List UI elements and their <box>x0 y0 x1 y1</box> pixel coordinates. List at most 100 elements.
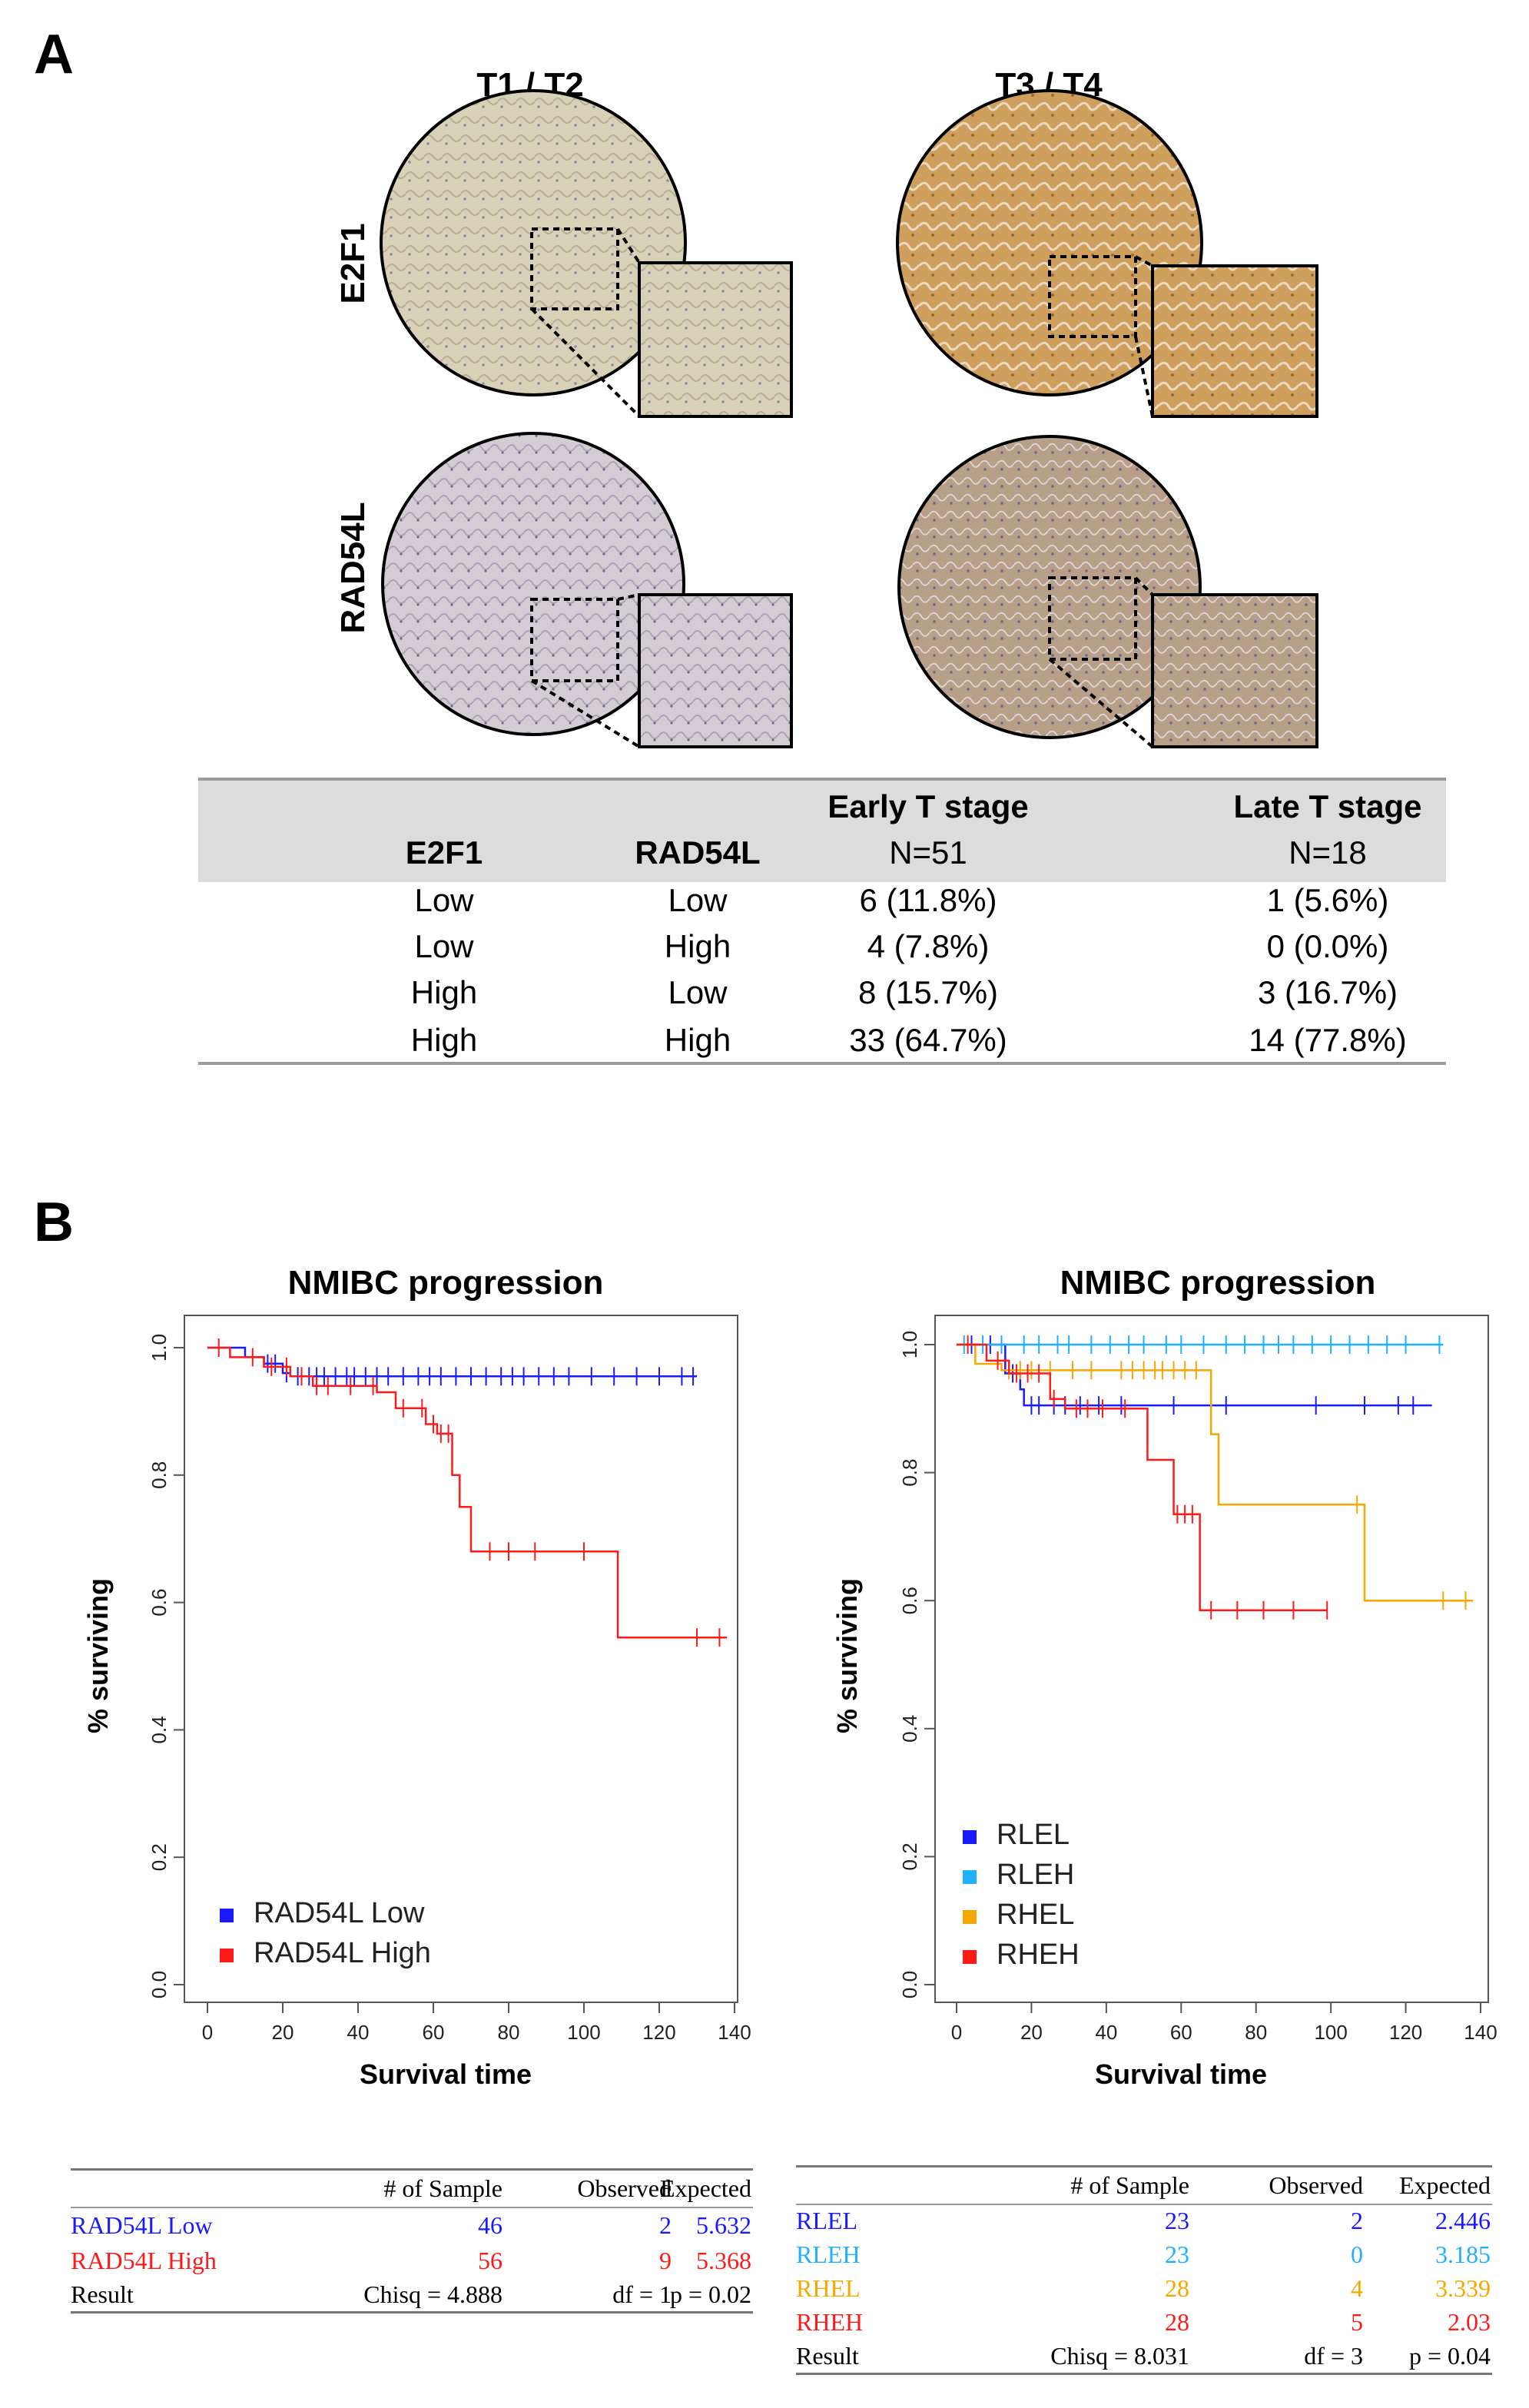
ihc-rad54l-early <box>381 432 793 748</box>
result-chisq: Chisq = 8.031 <box>1050 2342 1189 2370</box>
y-tick-label: 0.8 <box>148 1461 171 1489</box>
y-axis-label: % surviving <box>82 1578 114 1733</box>
header-observed: Observed <box>577 2174 672 2202</box>
row-label: RAD54L Low <box>71 2211 213 2239</box>
row-n: 23 <box>1165 2207 1189 2234</box>
stats-table-left: # of Sample Observed Expected RAD54L Low… <box>71 2159 753 2313</box>
result-df: df = 1 <box>612 2280 672 2308</box>
header-expected: Expected <box>659 2174 751 2202</box>
row-expected: 2.446 <box>1435 2207 1491 2234</box>
header-late-n: N=18 <box>1289 834 1367 871</box>
table-cell: 4 (7.8%) <box>867 928 990 964</box>
y-tick-label: 0.0 <box>148 1971 171 1998</box>
table-cell: Low <box>668 882 728 918</box>
y-tick-label: 0.2 <box>898 1842 921 1870</box>
table-cell: 1 (5.6%) <box>1266 882 1389 918</box>
stage-table-header-bg <box>198 778 1446 882</box>
table-cell: Low <box>668 974 728 1010</box>
row-label: RAD54L High <box>71 2247 217 2274</box>
legend-label: RLEL <box>997 1819 1070 1851</box>
y-tick-label: 0.6 <box>148 1589 171 1617</box>
y-tick-label: 0.0 <box>898 1971 921 1998</box>
x-tick-label: 120 <box>1389 2021 1422 2044</box>
legend-label: RAD54L High <box>254 1937 431 1969</box>
y-tick-label: 1.0 <box>898 1331 921 1358</box>
row-n: 56 <box>478 2247 502 2274</box>
table-cell: 6 (11.8%) <box>859 882 997 918</box>
legend-swatch <box>963 1950 977 1964</box>
table-cell: Low <box>414 882 474 918</box>
table-cell: High <box>664 928 731 964</box>
result-df: df = 3 <box>1304 2342 1363 2370</box>
row-n: 28 <box>1165 2308 1189 2336</box>
rule <box>796 2204 1492 2205</box>
row-expected: 5.368 <box>696 2247 751 2274</box>
y-tick-label: 0.6 <box>898 1587 921 1614</box>
legend-label: RAD54L Low <box>254 1897 425 1929</box>
km-line-rad54l-high <box>207 1346 728 1639</box>
plot-frame <box>934 1315 1489 2003</box>
rule <box>796 2373 1492 2375</box>
x-tick-label: 120 <box>642 2021 675 2044</box>
x-tick-label: 60 <box>423 2021 445 2044</box>
rule <box>71 2168 753 2171</box>
row-n: 28 <box>1165 2274 1189 2302</box>
row-observed: 9 <box>659 2247 672 2274</box>
row-label: RLEL <box>796 2207 857 2234</box>
row-observed: 2 <box>1351 2207 1363 2234</box>
row-expected: 5.632 <box>696 2211 751 2239</box>
ihc-e2f1-early <box>380 89 793 418</box>
row-expected: 3.185 <box>1435 2241 1491 2268</box>
legend-label: RHEH <box>997 1939 1080 1971</box>
result-p: p = 0.02 <box>669 2280 751 2308</box>
chart-title: NMIBC progression <box>288 1264 604 1302</box>
x-tick-label: 140 <box>718 2021 751 2044</box>
ihc-e2f1-late <box>896 89 1318 418</box>
km-chart-groups: NMIBC progression 0.0 0.2 0.4 0.6 0.8 1.0 0 20… <box>831 1264 1497 2090</box>
row-observed: 2 <box>659 2211 672 2239</box>
legend-swatch <box>220 1909 234 1922</box>
row-observed: 5 <box>1351 2308 1363 2336</box>
x-axis-label: Survival time <box>1095 2058 1267 2090</box>
ihc-image-grid <box>380 89 1318 748</box>
legend-label: RLEH <box>997 1859 1074 1891</box>
x-tick-label: 0 <box>951 2021 962 2044</box>
row-expected: 2.03 <box>1448 2308 1491 2336</box>
result-label: Result <box>796 2342 859 2370</box>
km-line-rlel <box>957 1343 1432 1407</box>
result-label: Result <box>71 2280 134 2308</box>
legend-label: RHEL <box>997 1899 1074 1931</box>
stats-table-right: # of Sample Observed Expected RLEL 23 2 … <box>796 2156 1492 2379</box>
header-expected: Expected <box>1398 2171 1491 2199</box>
x-tick-label: 40 <box>1095 2021 1117 2044</box>
y-tick-label: 0.8 <box>898 1459 921 1487</box>
table-cell: 3 (16.7%) <box>1257 974 1398 1010</box>
table-cell: 14 (77.8%) <box>1249 1022 1407 1058</box>
y-tick-label: 0.4 <box>898 1715 921 1743</box>
row-n: 46 <box>478 2211 502 2239</box>
x-tick-label: 20 <box>272 2021 294 2044</box>
x-tick-label: 80 <box>1245 2021 1267 2044</box>
table-cell: High <box>410 974 478 1010</box>
x-tick-label: 0 <box>202 2021 213 2044</box>
panel-b-label: B <box>34 1192 74 1253</box>
header-observed: Observed <box>1269 2171 1363 2199</box>
legend-swatch <box>963 1870 977 1884</box>
x-tick-label: 80 <box>498 2021 520 2044</box>
x-tick-label: 140 <box>1464 2021 1497 2044</box>
table-cell: High <box>664 1022 731 1058</box>
y-tick-label: 0.4 <box>148 1716 171 1743</box>
x-tick-label: 60 <box>1170 2021 1192 2044</box>
x-axis-label: Survival time <box>360 2058 532 2090</box>
legend-swatch <box>963 1910 977 1924</box>
header-e2f1: E2F1 <box>405 834 483 871</box>
legend-swatch <box>963 1830 977 1844</box>
rule <box>796 2165 1492 2168</box>
ihc-rad54l-late <box>897 435 1318 748</box>
y-axis-label: % surviving <box>831 1578 863 1733</box>
y-tick-label: 0.2 <box>148 1843 171 1871</box>
table-cell: 0 (0.0%) <box>1266 928 1389 964</box>
header-rad54l: RAD54L <box>635 834 761 871</box>
row-label: RHEH <box>796 2308 864 2336</box>
row-observed: 0 <box>1351 2241 1363 2268</box>
